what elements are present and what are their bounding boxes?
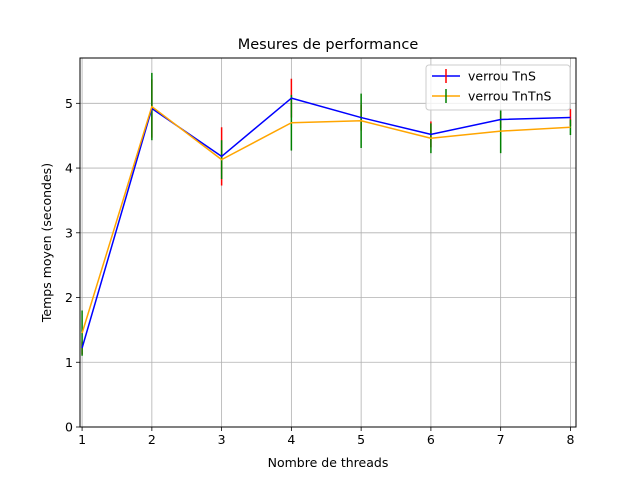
chart-title: Mesures de performance	[238, 37, 419, 53]
legend-box	[425, 64, 571, 111]
series-lines	[81, 97, 571, 349]
y-tick-label: 3	[65, 225, 73, 240]
x-tick-label: 6	[427, 432, 435, 447]
x-tick-label: 1	[78, 432, 86, 447]
y-tick-label: 4	[65, 161, 73, 176]
x-tick-label: 3	[218, 432, 226, 447]
plot-frame	[79, 57, 577, 428]
series-1-line	[81, 97, 571, 349]
x-tick-label: 8	[566, 432, 574, 447]
error-bars	[81, 72, 572, 356]
y-tick-label: 1	[65, 355, 73, 370]
x-tick-label: 4	[287, 432, 295, 447]
x-tick-label: 7	[497, 432, 505, 447]
x-tick-label: 5	[357, 432, 365, 447]
x-axis-label: Nombre de threads	[268, 455, 389, 470]
legend-series-2-label: verrou TnTnS	[468, 89, 552, 104]
y-axis-label: Temps moyen (secondes)	[39, 163, 54, 323]
legend-series-1-label: verrou TnS	[468, 69, 536, 84]
y-tick-label: 0	[65, 420, 73, 435]
y-tick-label: 5	[65, 96, 73, 111]
series-2-line	[81, 105, 571, 334]
legend: verrou TnS verrou TnTnS	[425, 64, 571, 111]
y-tick-label: 2	[65, 290, 73, 305]
grid	[80, 58, 576, 428]
x-tick-label: 2	[148, 432, 156, 447]
